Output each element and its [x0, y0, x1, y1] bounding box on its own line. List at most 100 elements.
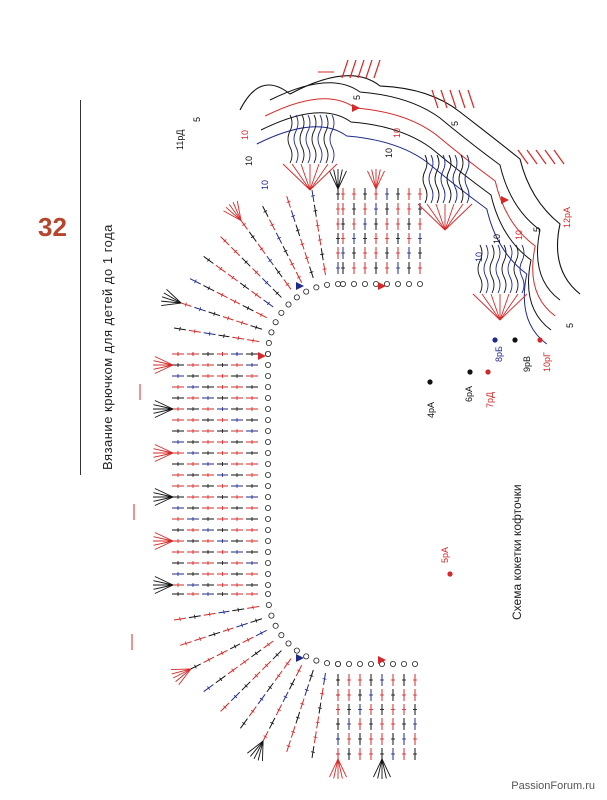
yoke-row	[260, 112, 552, 331]
fan-stitch	[154, 452, 174, 462]
chain-stitch	[264, 449, 271, 456]
stitch-mark	[219, 677, 223, 682]
edge-tick	[357, 59, 365, 79]
direction-marker	[378, 282, 386, 290]
fan-stitch	[300, 163, 311, 191]
chain-stitch	[264, 416, 271, 423]
row-label-4ra: 4рА	[426, 402, 436, 418]
chain-stitch	[264, 350, 271, 357]
stitch-mark	[320, 253, 325, 255]
chain-stitch	[264, 361, 271, 368]
stitch-mark	[277, 708, 281, 712]
fan-stitch	[381, 758, 391, 778]
stitch-mark	[237, 336, 239, 341]
row-label-10rg: 10рГ	[542, 352, 552, 372]
fan-stitch	[163, 292, 182, 304]
long-stitch	[311, 114, 317, 164]
stitch-mark	[207, 258, 211, 262]
stitch-mark	[315, 224, 320, 227]
chain-stitch	[293, 294, 300, 301]
edge-tick	[535, 149, 547, 165]
row-labels: 4рА 6рА 7рД 8рБ 9рВ 10рГ 11рД 12рА 5рА	[175, 130, 572, 563]
fan-stitch	[333, 169, 339, 190]
fan-stitch	[170, 668, 191, 670]
stitch-mark	[315, 721, 320, 724]
fan-stitch	[282, 163, 311, 191]
stitch-mark	[242, 721, 246, 725]
chain-stitch	[367, 661, 374, 668]
stitch-mark	[283, 695, 288, 699]
edge-tick	[458, 89, 466, 109]
stitch-mark	[290, 262, 295, 266]
count-label: 10	[514, 230, 524, 240]
row-label-12ra: 12рА	[562, 207, 572, 228]
stitch-mark	[208, 612, 211, 617]
fan-stitch	[161, 302, 182, 306]
chain-stitch	[265, 601, 272, 608]
row-label-11rd: 11рД	[175, 130, 185, 150]
start-dot	[537, 337, 543, 343]
start-dot	[447, 571, 453, 577]
chain-stitch	[264, 582, 271, 589]
chain-stitch	[264, 493, 271, 500]
fan-stitch	[373, 758, 383, 778]
stitch-mark	[220, 293, 224, 297]
edge-tick	[365, 59, 373, 79]
stitch-mark	[199, 636, 202, 641]
long-stitch	[513, 244, 519, 294]
long-stitch	[477, 244, 483, 294]
fan-stitch	[417, 203, 446, 231]
chain-stitch	[264, 427, 271, 434]
stitch-mark	[270, 721, 275, 725]
fan-stitch	[225, 206, 242, 221]
fan-stitch	[247, 740, 264, 754]
direction-marker	[296, 282, 304, 290]
row-label-8rb: 8рБ	[494, 346, 504, 362]
stitch-mark	[275, 653, 279, 657]
chain-stitch	[293, 647, 300, 654]
stitch-mark	[231, 275, 235, 280]
count-label: 10	[260, 180, 270, 190]
stitch-mark	[252, 605, 254, 610]
stitch-mark	[254, 651, 258, 656]
fan-stitch	[291, 163, 311, 191]
stitch-mark	[250, 709, 255, 713]
fan-stitch	[154, 444, 174, 454]
stitch-mark	[240, 320, 243, 325]
chain-stitch	[324, 281, 331, 288]
stitch-mark	[317, 239, 322, 241]
stitch-mark	[207, 286, 211, 291]
stitch-mark	[270, 223, 275, 227]
chain-stitch	[265, 340, 272, 347]
stitch-mark	[264, 280, 269, 285]
yoke-row	[269, 82, 561, 301]
chain-stitch	[278, 309, 285, 316]
stitch-mark	[313, 736, 318, 738]
long-stitch	[489, 244, 495, 294]
stitch-mark	[246, 637, 250, 642]
stitch-mark	[223, 239, 227, 243]
fan-stitch	[257, 740, 264, 761]
edge-tick	[341, 59, 349, 79]
fan-stitch	[375, 170, 385, 190]
chain-stitch	[303, 288, 310, 295]
fan-stitch	[161, 300, 182, 304]
chain-stitch	[313, 657, 320, 664]
fan-stitch	[153, 540, 174, 546]
long-stitch	[329, 114, 335, 164]
chain-stitch	[285, 301, 292, 308]
fan-stitch	[154, 408, 174, 418]
stitch-mark	[246, 306, 250, 311]
chain-stitch	[334, 280, 341, 287]
stitch-mark	[317, 707, 322, 709]
long-stitch	[440, 154, 446, 204]
fan-stitch	[253, 740, 264, 760]
chain-stitch	[264, 482, 271, 489]
direction-marker	[352, 104, 360, 112]
stitch-mark	[263, 210, 268, 213]
fan-stitch	[154, 488, 174, 498]
stitch-mark	[223, 705, 227, 709]
stitch-mark	[227, 627, 230, 632]
side-rule	[80, 100, 81, 475]
stitch-mark	[244, 260, 248, 264]
